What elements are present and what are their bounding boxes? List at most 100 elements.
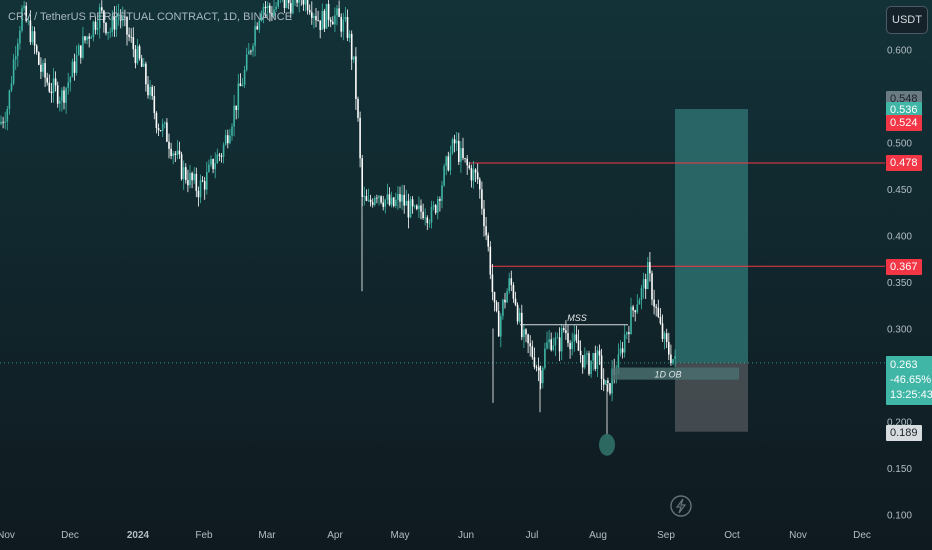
candle-body xyxy=(191,172,193,181)
candle-body xyxy=(94,21,97,30)
candle-body xyxy=(313,16,315,18)
candle-body xyxy=(441,185,443,201)
candle-body xyxy=(382,202,384,207)
candle-body xyxy=(353,56,355,60)
lightning-icon[interactable] xyxy=(670,495,692,517)
candle-body xyxy=(449,152,452,171)
candle-body xyxy=(395,199,397,207)
candle-body xyxy=(636,304,639,313)
candle-body xyxy=(493,292,496,303)
candle-body xyxy=(563,328,565,331)
candle-body xyxy=(88,36,90,39)
candle-body xyxy=(4,121,6,123)
candle-body xyxy=(176,150,179,156)
candle-body xyxy=(42,63,44,72)
candle-body xyxy=(128,34,130,37)
candle-body xyxy=(537,367,540,371)
candle-body xyxy=(628,332,630,334)
candle-body xyxy=(254,26,256,46)
candle-body xyxy=(411,199,414,207)
candle-body xyxy=(208,164,210,172)
candle-body xyxy=(82,36,84,58)
candle-body xyxy=(327,3,330,20)
candle-body xyxy=(46,77,48,83)
candle-body xyxy=(44,63,46,78)
candle-body xyxy=(350,33,353,60)
price-tag-stop: 0.189 xyxy=(886,425,922,441)
candle-body xyxy=(229,135,231,144)
candle-body xyxy=(460,148,462,162)
y-tick-label: 0.400 xyxy=(887,232,912,243)
candle-body xyxy=(302,0,305,5)
low-marker xyxy=(599,433,615,456)
chart-title: CRV / TetherUS PERPETUAL CONTRACT, 1D, B… xyxy=(8,11,293,23)
time-axis[interactable]: Nov Dec 2024 Feb Mar Apr May Jun Jul Aug Sep Oct Nov… xyxy=(0,530,871,541)
candle-body xyxy=(663,333,666,339)
candle-body xyxy=(132,37,135,50)
candle-body xyxy=(54,78,57,86)
candle-body xyxy=(413,205,416,207)
candle-body xyxy=(651,273,653,300)
candle-body xyxy=(214,163,216,170)
candle-body xyxy=(195,173,198,191)
candle-body xyxy=(468,165,471,168)
candle-body xyxy=(222,144,225,157)
candle-body xyxy=(50,91,53,94)
candle-body xyxy=(260,14,263,21)
candle-body xyxy=(403,194,405,206)
candle-body xyxy=(90,36,93,39)
candle-body xyxy=(161,123,164,131)
y-tick-label: 0.300 xyxy=(887,325,912,336)
candle-body xyxy=(84,36,86,41)
candle-body xyxy=(151,86,153,96)
candle-body xyxy=(61,90,63,101)
candle-body xyxy=(224,135,227,145)
candle-body xyxy=(27,20,30,22)
candle-body xyxy=(308,10,311,13)
candle-body xyxy=(273,9,275,17)
candle-body xyxy=(334,15,336,25)
candle-body xyxy=(212,159,214,170)
candle-body xyxy=(508,278,510,292)
currency-button[interactable]: USDT xyxy=(886,6,928,34)
candle-body xyxy=(531,346,534,358)
candle-body xyxy=(136,46,139,64)
candle-body xyxy=(8,90,11,110)
candle-body xyxy=(201,180,204,182)
candle-body xyxy=(340,16,342,32)
candle-body xyxy=(424,217,426,219)
candle-body xyxy=(418,205,420,209)
candle-body xyxy=(504,299,506,303)
candle-body xyxy=(103,10,105,23)
candle-body xyxy=(369,199,372,203)
candle-body xyxy=(644,279,647,290)
candle-body xyxy=(535,366,538,368)
candle-body xyxy=(466,158,468,166)
price-change: -46.65% xyxy=(890,374,931,386)
candle-body xyxy=(170,148,172,157)
candle-body xyxy=(497,310,500,337)
candle-body xyxy=(210,159,212,165)
x-tick-label: Nov xyxy=(789,530,807,541)
candle-body xyxy=(546,342,548,349)
candle-body xyxy=(271,12,273,17)
candle-body xyxy=(474,169,477,173)
candle-body xyxy=(495,302,498,311)
candle-body xyxy=(220,155,223,157)
candle-body xyxy=(533,357,536,367)
candle-body xyxy=(447,156,450,171)
candle-body xyxy=(325,3,328,29)
x-tick-label: Feb xyxy=(195,530,213,541)
candle-body xyxy=(304,0,307,5)
profit-zone xyxy=(675,109,748,363)
price-axis[interactable]: 0.600 0.500 0.450 0.400 0.350 0.300 0.200 0.150… xyxy=(887,46,912,522)
candle-body xyxy=(227,135,229,144)
candle-body xyxy=(386,194,389,200)
candle-body xyxy=(367,199,370,201)
candle-body xyxy=(565,330,567,334)
candle-body xyxy=(264,6,267,9)
candle-body xyxy=(476,172,479,180)
candle-body xyxy=(365,196,368,201)
candle-body xyxy=(590,360,592,375)
